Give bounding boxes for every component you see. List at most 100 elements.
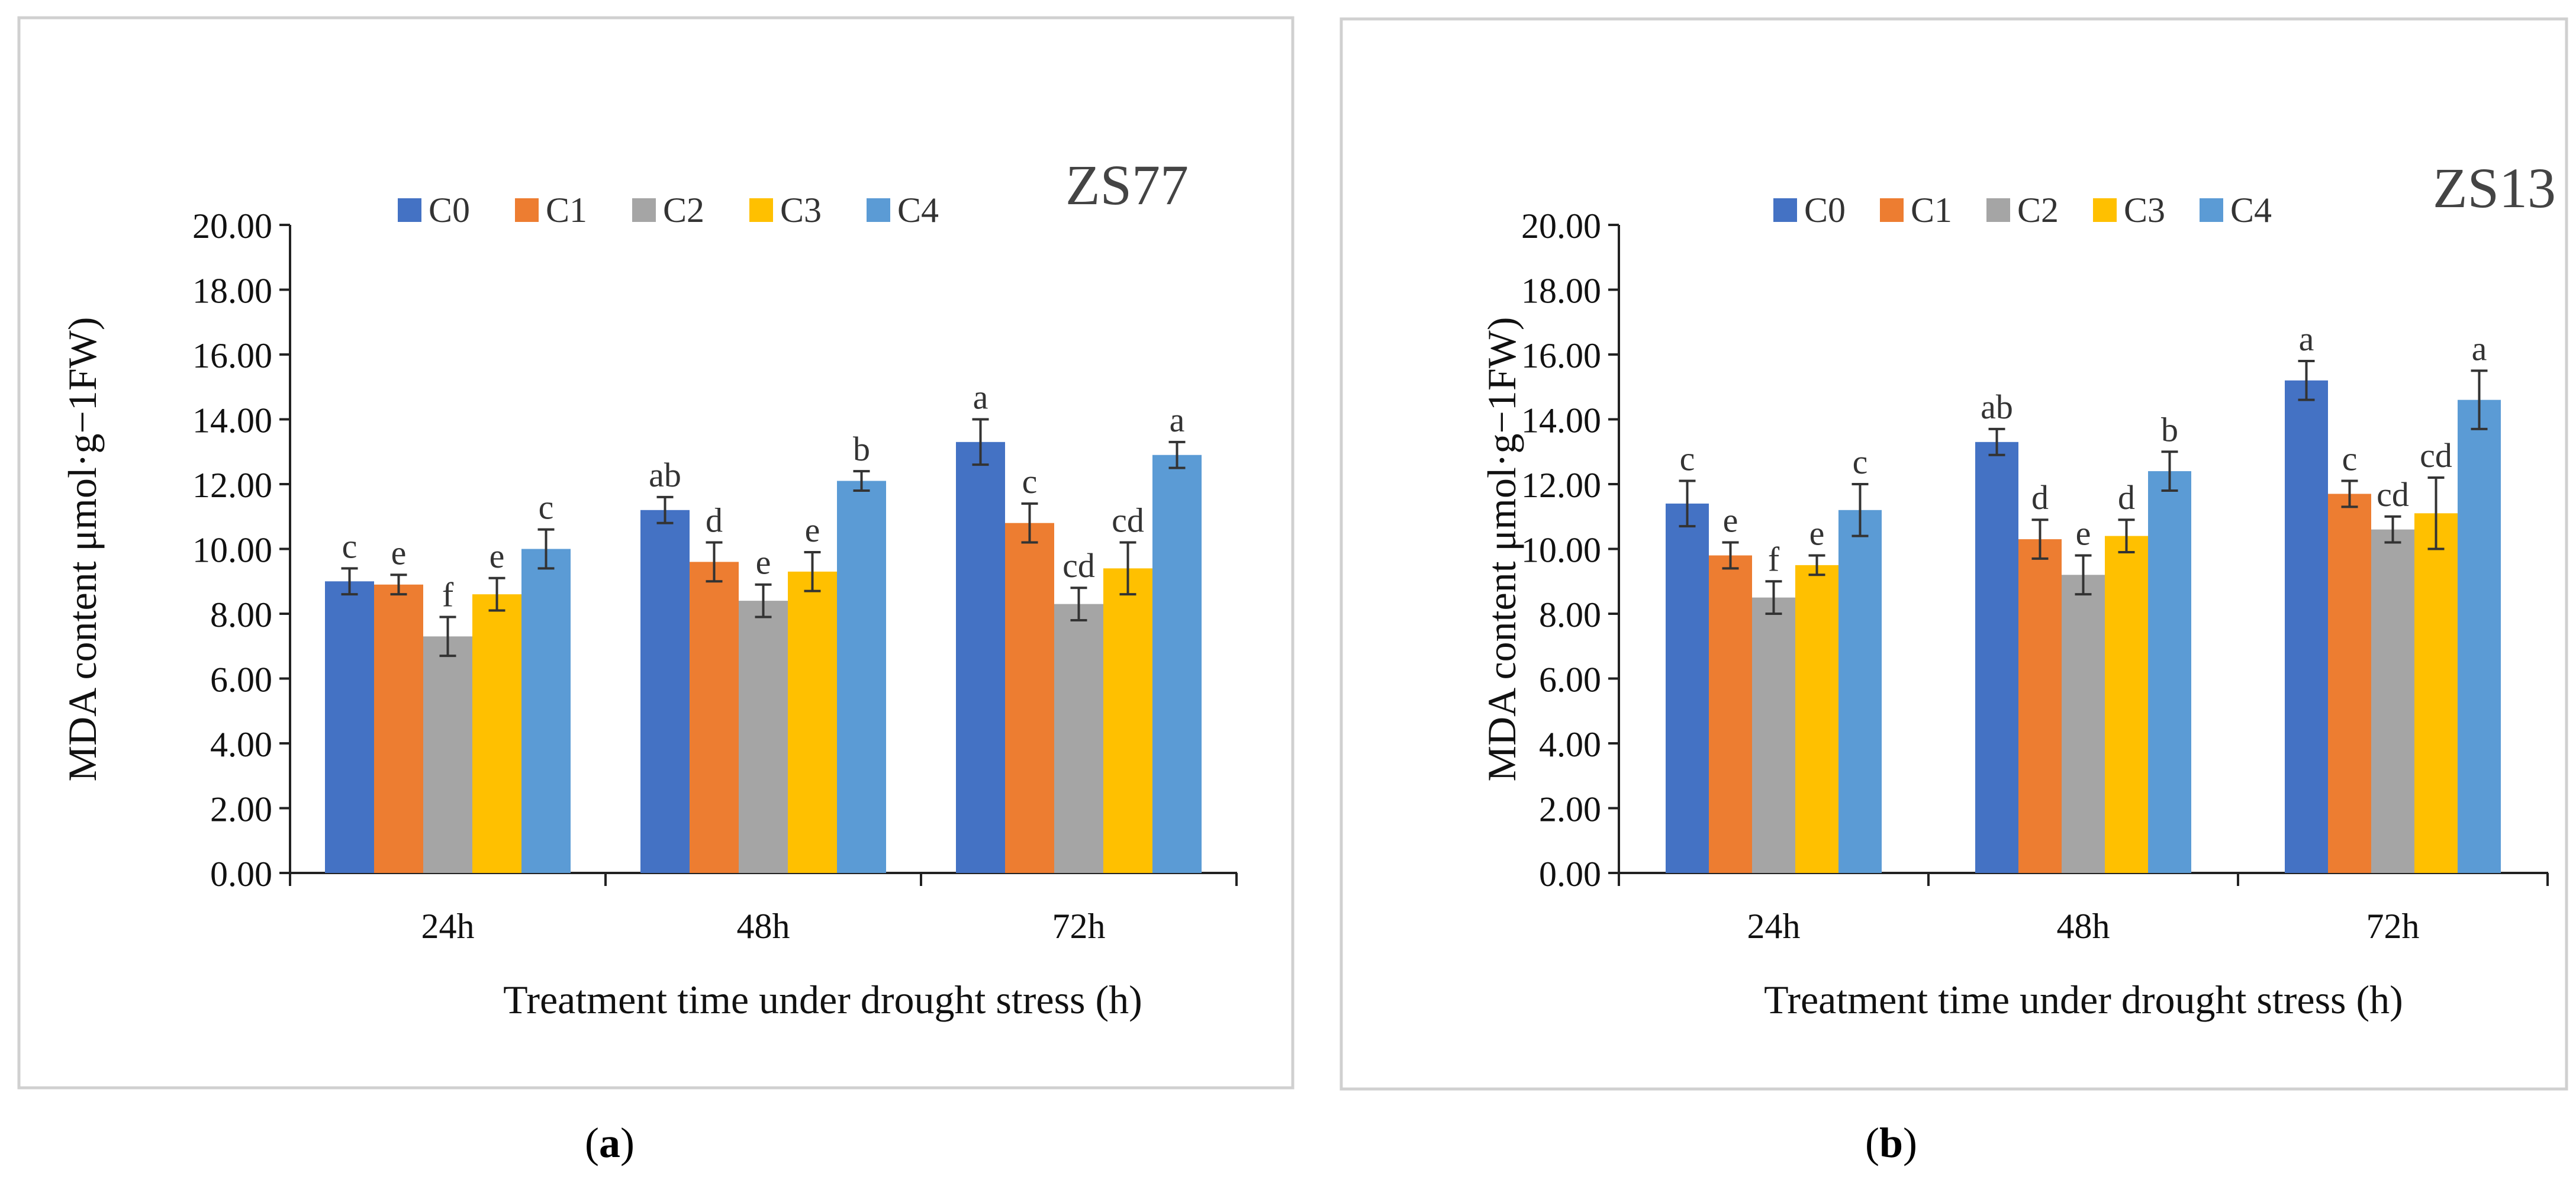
y-tick-label: 20.00 — [192, 207, 272, 246]
y-tick-label: 12.00 — [192, 466, 272, 505]
bar-c1-72h — [2328, 494, 2371, 873]
y-tick-label: 18.00 — [192, 272, 272, 311]
y-tick-label: 10.00 — [192, 531, 272, 570]
bar-c4-24h — [1838, 510, 1882, 873]
significance-letter: e — [756, 543, 771, 582]
x-tick-label: 24h — [1747, 907, 1801, 946]
bar-c0-48h — [1975, 442, 2018, 873]
y-tick-label: 16.00 — [1521, 336, 1601, 375]
significance-letter: a — [2299, 320, 2314, 358]
significance-letter: b — [853, 430, 870, 468]
y-tick-label: 0.00 — [210, 855, 272, 894]
significance-letter: e — [2076, 514, 2091, 552]
y-tick-label: 18.00 — [1521, 272, 1601, 311]
panel-label-a: (a) — [585, 1119, 635, 1167]
bar-c4-48h — [2148, 471, 2191, 873]
significance-letter: e — [490, 537, 505, 575]
significance-letter: e — [1809, 514, 1825, 552]
legend-swatch-c4 — [2200, 198, 2223, 222]
legend-swatch-c1 — [1880, 198, 1904, 222]
bar-c3-72h — [1103, 568, 1152, 873]
x-tick-label: 24h — [421, 907, 475, 946]
panel-label-b: (b) — [1865, 1119, 1917, 1167]
bar-c0-24h — [325, 581, 374, 873]
significance-letter: cd — [1062, 546, 1095, 585]
significance-letter: a — [1170, 401, 1185, 439]
bar-c2-48h — [739, 601, 788, 873]
bar-c1-48h — [2018, 539, 2062, 873]
x-axis-label: Treatment time under drought stress (h) — [1764, 977, 2403, 1022]
bar-c0-24h — [1666, 503, 1709, 873]
y-tick-label: 16.00 — [192, 336, 272, 375]
y-tick-label: 8.00 — [210, 595, 272, 634]
legend-swatch-c1 — [515, 198, 539, 222]
significance-letter: d — [706, 501, 723, 540]
y-tick-label: 20.00 — [1521, 207, 1601, 246]
significance-letter: cd — [2420, 436, 2452, 475]
legend-label-c2: C2 — [663, 191, 704, 230]
chart-zs77: 0.00 2.00 4.00 6.00 8.00 10.00 12.00 14.00 16.00… — [60, 153, 1238, 1022]
y-tick-label: 14.00 — [192, 401, 272, 440]
significance-letter: f — [442, 575, 454, 614]
significance-letter: c — [1022, 462, 1038, 501]
significance-letter: b — [2161, 410, 2178, 449]
bar-c3-24h — [1795, 565, 1838, 873]
y-tick-label: 10.00 — [1521, 531, 1601, 570]
significance-letter: cd — [1112, 501, 1144, 540]
y-tick-label: 8.00 — [1539, 595, 1601, 634]
bar-c2-48h — [2062, 575, 2105, 873]
legend-label-c0: C0 — [1804, 191, 1846, 230]
bar-c4-24h — [521, 549, 571, 873]
bar-c3-48h — [2105, 536, 2148, 873]
significance-letter: d — [2031, 478, 2049, 517]
significance-letter: c — [342, 527, 358, 565]
legend-swatch-c3 — [2093, 198, 2117, 222]
legend-swatch-c2 — [1986, 198, 2010, 222]
bar-c0-72h — [2285, 380, 2328, 873]
bar-c4-72h — [2458, 399, 2501, 873]
significance-letter: ab — [649, 456, 681, 494]
legend-swatch-c3 — [749, 198, 773, 222]
significance-letter: c — [1853, 443, 1868, 481]
legend-label-c0: C0 — [429, 191, 470, 230]
legend-swatch-c0 — [1773, 198, 1797, 222]
y-tick-label: 14.00 — [1521, 401, 1601, 440]
chart-title: ZS13 — [2433, 156, 2556, 220]
significance-letter: c — [2342, 440, 2358, 478]
significance-letter: e — [1723, 501, 1738, 540]
legend-label-c3: C3 — [2124, 191, 2165, 230]
bar-c1-24h — [374, 584, 423, 873]
significance-letter: e — [391, 533, 407, 572]
bar-c2-72h — [2371, 529, 2414, 873]
significance-letter: c — [1680, 440, 1695, 478]
y-tick-label: 2.00 — [1539, 790, 1601, 829]
bar-c3-48h — [788, 571, 837, 873]
y-tick-label: 12.00 — [1521, 466, 1601, 505]
x-tick-label: 72h — [1052, 907, 1106, 946]
bar-c2-72h — [1054, 604, 1103, 873]
legend-label-c3: C3 — [780, 191, 822, 230]
y-tick-label: 0.00 — [1539, 855, 1601, 894]
significance-letter: e — [805, 511, 820, 549]
legend-swatch-c2 — [632, 198, 656, 222]
x-tick-label: 72h — [2366, 907, 2420, 946]
y-tick-label: 6.00 — [1539, 660, 1601, 700]
x-tick-label: 48h — [2057, 907, 2110, 946]
bar-c3-72h — [2414, 513, 2458, 873]
legend-label-c1: C1 — [1911, 191, 1952, 230]
legend-label-c2: C2 — [2017, 191, 2059, 230]
significance-letter: a — [2472, 329, 2487, 368]
significance-letter: f — [1768, 540, 1780, 578]
y-tick-label: 2.00 — [210, 790, 272, 829]
x-axis-label: Treatment time under drought stress (h) — [503, 977, 1142, 1022]
legend-label-c4: C4 — [897, 191, 939, 230]
significance-letter: ab — [1981, 388, 2013, 426]
bar-c4-48h — [837, 481, 886, 873]
legend-swatch-c4 — [867, 198, 890, 222]
y-axis-label: MDA content μmol·g−1FW) — [60, 317, 105, 782]
legend-label-c1: C1 — [546, 191, 587, 230]
legend-label-c4: C4 — [2230, 191, 2272, 230]
bar-c0-48h — [640, 510, 690, 873]
x-tick-label: 48h — [737, 907, 790, 946]
chart-zs13: 0.00 2.00 4.00 6.00 8.00 10.00 12.00 14.00 16.00… — [1479, 156, 2556, 1022]
